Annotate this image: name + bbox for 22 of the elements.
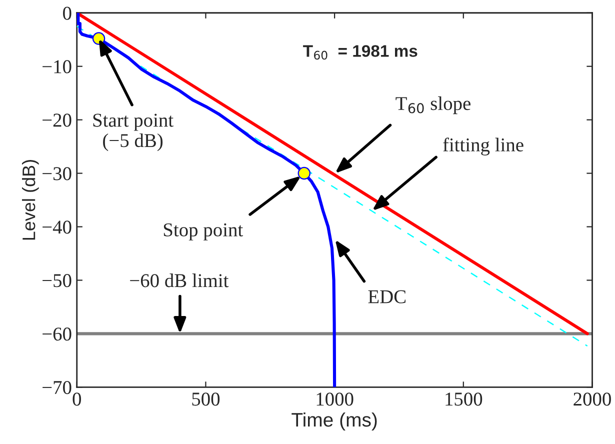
y-tick-label: −10 <box>42 60 72 74</box>
annotation: Stop point <box>164 223 244 240</box>
y-tick-label: −60 <box>42 328 72 341</box>
x-axis-title: Time (ms) <box>292 412 377 431</box>
x-tick-label: 1500 <box>446 392 482 406</box>
x-tick-label: 1000 <box>316 392 354 406</box>
y-tick-label: −20 <box>42 114 72 127</box>
x-tick-label: 500 <box>192 392 220 406</box>
y-tick-label: −70 <box>42 380 72 394</box>
y-axis-title: Level (dB) <box>22 160 39 240</box>
annotation: EDC <box>368 290 406 304</box>
y-tick-label: −30 <box>42 167 72 180</box>
y-tick-label: −50 <box>42 274 72 288</box>
x-tick-label: 2000 <box>574 392 611 406</box>
annotation: fitting line <box>443 138 524 156</box>
annotation: Start point (−5 dB) <box>93 114 174 152</box>
annotation: T$_{60}$ = 1981 ms <box>303 45 418 60</box>
y-tick-label: −40 <box>42 220 72 234</box>
y-tick-label: 0 <box>63 6 72 20</box>
annotation: −60 dB limit <box>130 274 229 288</box>
x-tick-label: 0 <box>72 392 81 406</box>
annotation: T$_{60}$ slope <box>396 96 470 114</box>
